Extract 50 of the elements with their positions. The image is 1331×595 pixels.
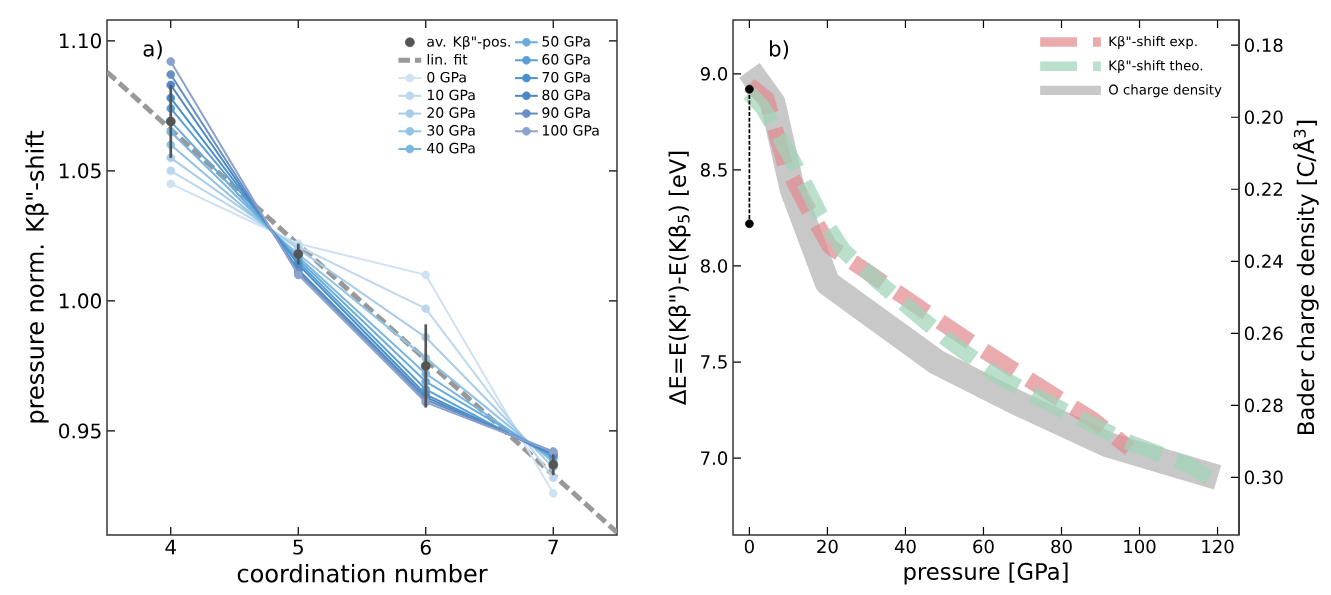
x-axis-title: pressure [GPa] — [904, 562, 1068, 585]
y2-axis-title: Bader charge density [C/Å$^{3}$] — [1292, 120, 1319, 434]
legend-label: 40 GPa — [427, 142, 475, 154]
x-tick-label: 0 — [744, 539, 754, 554]
x-tick-label: 120 — [1202, 539, 1234, 554]
legend-label: 100 GPa — [542, 125, 599, 136]
y-tick-label: 9.0 — [700, 66, 728, 81]
legend-label: lin. fit — [427, 53, 468, 65]
y2-tick-label: 0.24 — [1244, 254, 1283, 269]
legend-label: Kβ"-shift exp. — [1109, 35, 1197, 49]
legend-label: 30 GPa — [427, 125, 475, 136]
y-tick-label: 0.95 — [59, 423, 101, 439]
y-tick-label: 1.10 — [59, 33, 101, 49]
y-tick-label: 7.0 — [701, 451, 728, 465]
y-tick-label: 8.5 — [700, 163, 727, 177]
x-tick-label: 80 — [1051, 539, 1072, 554]
legend-label: Kβ"-shift theo. — [1109, 60, 1203, 74]
y-tick-label: 7.5 — [701, 355, 727, 369]
y-tick-label: 8.0 — [700, 259, 728, 273]
y2-tick-label: 0.18 — [1244, 38, 1283, 53]
legend-label: 90 GPa — [542, 107, 590, 118]
legend-label: O charge density — [1108, 84, 1222, 98]
y-axis-title: pressure norm. Kβ"-shift — [25, 130, 49, 423]
legend-label: 70 GPa — [542, 71, 590, 83]
legend-label: 50 GPa — [542, 36, 590, 47]
y2-tick-label: 0.30 — [1244, 470, 1283, 485]
legend-label: 80 GPa — [542, 89, 590, 101]
x-tick-label: 6 — [420, 539, 431, 555]
y2-tick-label: 0.28 — [1244, 398, 1283, 413]
x-axis-title: coordination number — [237, 563, 488, 583]
legend-label: 10 GPa — [427, 89, 475, 101]
y2-tick-label: 0.22 — [1244, 182, 1282, 197]
legend-label: 20 GPa — [427, 107, 475, 118]
annotation: b) — [770, 40, 789, 60]
x-tick-label: 4 — [165, 539, 176, 555]
y-tick-label: 1.00 — [59, 293, 101, 309]
x-tick-label: 40 — [894, 539, 916, 554]
x-tick-label: 7 — [548, 539, 558, 555]
y2-tick-label: 0.26 — [1244, 326, 1283, 341]
legend-label: 60 GPa — [542, 54, 590, 65]
x-tick-label: 5 — [293, 539, 303, 555]
y-axis-title: ΔE=E(Kβ")-E(Kβ$_{5}$) [eV] — [668, 151, 691, 405]
x-tick-label: 100 — [1124, 539, 1156, 554]
legend-label: 0 GPa — [427, 71, 466, 83]
y2-tick-label: 0.20 — [1244, 110, 1283, 125]
x-tick-label: 60 — [973, 539, 994, 554]
legend-label: av. Kβ"-pos. — [427, 35, 510, 50]
annotation: a) — [143, 40, 162, 60]
x-tick-label: 20 — [817, 539, 838, 554]
y-tick-label: 1.05 — [59, 163, 101, 179]
